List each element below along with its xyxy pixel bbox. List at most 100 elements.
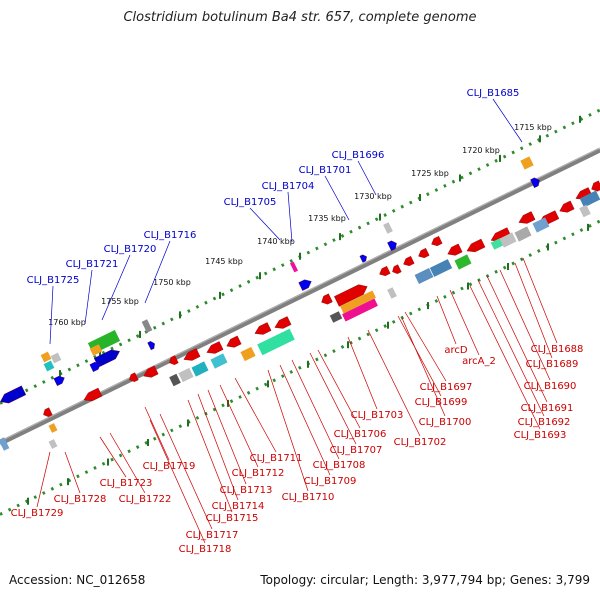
gene-leader-line (291, 359, 340, 460)
gene-label: CLJ_B1696 (332, 150, 385, 161)
gene-box (387, 287, 397, 299)
gene-label: CLJ_B1719 (143, 461, 196, 472)
gene-arrow-forward (298, 279, 312, 291)
gene-arrow-shape (83, 387, 103, 402)
gene-box (514, 226, 532, 242)
gene-leader-line (397, 315, 442, 397)
scale-tick-label: 1755 kbp (101, 297, 139, 306)
gene-label: CLJ_B1710 (282, 492, 335, 503)
gene-box (178, 367, 194, 383)
gene-arrow-reverse (43, 407, 53, 417)
gene-leader-line (219, 384, 259, 468)
gene-leader-line (522, 257, 558, 344)
gene-arrow-shape (379, 266, 391, 276)
gene-leader-line (234, 377, 277, 453)
gene-label: CLJ_B1693 (514, 430, 567, 441)
topology-value: circular (320, 573, 365, 587)
gene-arrow-shape (298, 279, 312, 291)
gene-box (579, 190, 600, 208)
gene-label: CLJ_B1728 (54, 494, 107, 505)
gene-leader-line (499, 269, 551, 381)
gene-box (454, 254, 472, 270)
gene-arrow-reverse (431, 236, 443, 246)
gene-leader-line (144, 240, 171, 304)
gene-label: CLJ_B1702 (394, 437, 447, 448)
accession-label: Accession: (9, 573, 73, 587)
gene-box (40, 351, 52, 363)
gene-arrow-reverse (518, 211, 536, 224)
gene-label: CLJ_B1711 (250, 453, 303, 464)
gene-label: CLJ_B1708 (313, 460, 366, 471)
gene-leader-line (49, 285, 54, 345)
genes-value: 3,799 (555, 573, 590, 587)
gene-box (532, 217, 550, 233)
gene-box (141, 319, 153, 333)
gene-arrow-shape (530, 177, 540, 188)
gene-arrow-shape (0, 385, 27, 404)
gene-leader-line (317, 349, 361, 429)
gene-box (191, 361, 209, 377)
gene-arrow-shape (392, 264, 402, 274)
gene-arrow-reverse (169, 355, 179, 365)
scale-tick-label: 1750 kbp (153, 278, 191, 287)
gene-arrow-shape (518, 211, 536, 224)
gene-box (329, 311, 343, 323)
gene-leader-line (287, 191, 293, 243)
gene-label: CLJ_B1729 (11, 508, 64, 519)
gene-label: CLJ_B1704 (262, 181, 315, 192)
gene-arrow-shape (447, 243, 463, 256)
gene-label: CLJ_B1718 (179, 544, 232, 555)
gene-leader-line (99, 436, 127, 478)
gene-label: CLJ_B1703 (351, 410, 404, 421)
gene-label: CLJ_B1725 (27, 275, 80, 286)
gene-leader-line (207, 389, 247, 485)
gene-leader-line (401, 317, 446, 417)
gene-leader-line (187, 399, 233, 513)
gene-arrow-reverse (83, 387, 103, 402)
gene-arrow-shape (89, 362, 101, 372)
gene-arrow-reverse (274, 316, 292, 329)
gene-label: CLJ_B1689 (526, 359, 579, 370)
gene-leader-line (144, 406, 170, 461)
gene-label: CLJ_B1700 (419, 417, 472, 428)
gene-box (579, 204, 591, 218)
gene-label: arcD (444, 345, 468, 356)
gene-arrow-shape (387, 240, 397, 251)
gene-box (429, 259, 453, 277)
gene-arrow-reverse (321, 293, 333, 305)
gene-label: CLJ_B1714 (212, 501, 265, 512)
gene-leader-line (197, 393, 239, 501)
gene-leader-line (514, 262, 553, 359)
gene-label: CLJ_B1690 (524, 381, 577, 392)
accession-line: Accession: NC_012658 (9, 573, 145, 587)
gene-label: CLJ_B1723 (100, 478, 153, 489)
gene-arrow-reverse (466, 238, 486, 253)
gene-box (499, 232, 517, 248)
gene-arrow-forward (530, 177, 540, 188)
gene-leader-line (101, 254, 131, 321)
gene-arrow-forward (53, 376, 65, 386)
gene-leader-line (36, 451, 51, 508)
gene-label: CLJ_B1699 (415, 397, 468, 408)
gene-leader-line (64, 451, 81, 494)
gene-leader-line (109, 432, 146, 494)
gene-arrow-reverse (226, 335, 242, 348)
gene-box (50, 352, 62, 364)
scale-tick-label: 1725 kbp (411, 169, 449, 178)
gene-leader-line (84, 269, 93, 325)
gene-arrow-shape (143, 365, 159, 378)
gene-box (342, 298, 378, 322)
gene-arrow-shape (254, 322, 272, 335)
gene-arrow-shape (274, 316, 292, 329)
gene-arrow-shape (418, 248, 430, 258)
gene-label: arcA_2 (462, 356, 496, 367)
gene-arrow-shape (559, 200, 575, 213)
gene-leader-line (279, 364, 331, 476)
gene-label: CLJ_B1706 (334, 429, 387, 440)
gene-arrow-shape (129, 372, 139, 382)
gene-leader-line (347, 336, 378, 410)
gene-box (290, 261, 298, 273)
gene-arrow-shape (334, 284, 368, 307)
gene-leader-line (357, 160, 377, 196)
